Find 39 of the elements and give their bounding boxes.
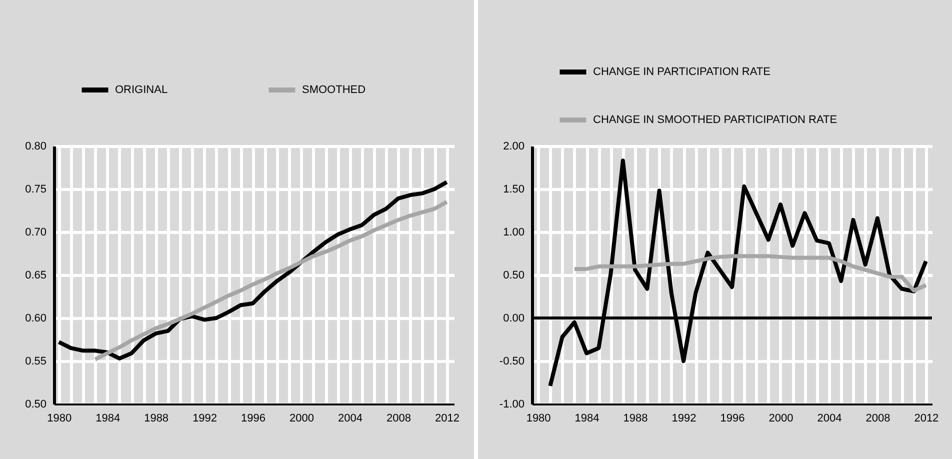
y-tick-label: 0.50 [503,270,524,282]
x-tick-label: 1992 [672,412,696,424]
legend-label: ORIGINAL [115,84,168,96]
line-series [93,200,449,362]
x-tick-label: 2012 [434,412,460,424]
x-tick-label: 1980 [526,412,551,424]
legend-label: SMOOTHED [302,84,366,96]
line-series [572,254,928,292]
y-tick-label: 1.00 [503,226,524,238]
x-tick-label: 2000 [290,412,314,424]
x-tick-label: 2008 [386,412,411,424]
y-tick-label: -0.50 [499,356,524,368]
y-tick-label: 0.60 [25,312,46,324]
x-tick-label: 1984 [96,412,120,424]
x-tick-label: 2004 [338,412,362,424]
x-tick-label: 2008 [866,412,890,424]
x-tick-label: 1980 [47,412,72,424]
y-tick-label: 0.75 [25,184,46,196]
x-tick-label: 1988 [144,412,169,424]
y-tick-label: 0.70 [25,226,46,238]
legend-label: CHANGE IN PARTICIPATION RATE [593,66,770,78]
x-tick-label: 1992 [192,412,218,424]
legend-label: CHANGE IN SMOOTHED PARTICIPATION RATE [593,114,838,126]
y-tick-label: 0.80 [25,140,46,152]
y-tick-label: 0.50 [25,398,46,410]
x-tick-label: 1996 [241,412,266,424]
y-tick-label: 0.55 [25,356,46,368]
y-tick-label: 1.50 [503,184,524,196]
x-tick-label: 2012 [914,412,939,424]
x-tick-label: 2004 [817,412,842,424]
line-series [56,180,449,360]
x-tick-label: 1996 [720,412,745,424]
y-tick-label: -1.00 [499,398,524,410]
y-tick-label: 0.00 [503,312,524,324]
x-tick-label: 2000 [768,412,794,424]
y-tick-label: 2.00 [503,140,524,152]
x-tick-label: 1984 [574,412,600,424]
x-tick-label: 1988 [623,412,648,424]
y-tick-label: 0.65 [25,270,46,282]
